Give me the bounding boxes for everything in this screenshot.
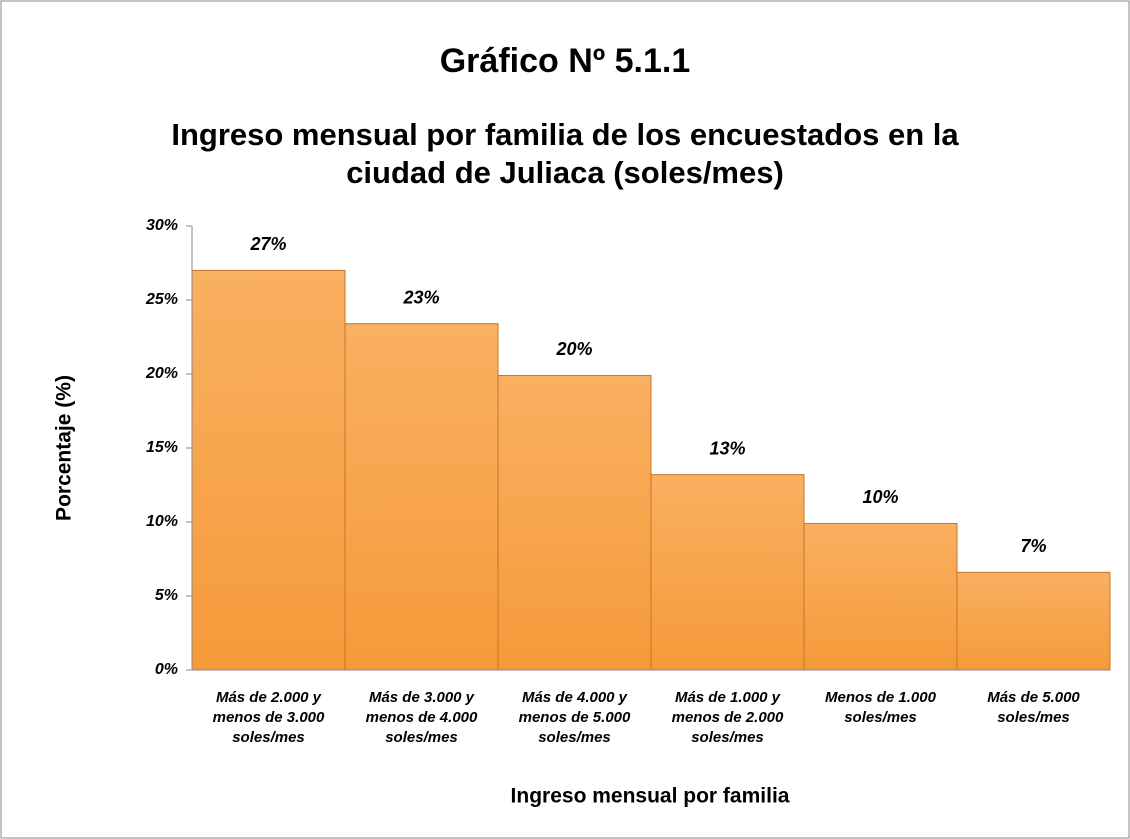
chart-title: Gráfico Nº 5.1.1 <box>439 42 691 80</box>
x-tick-label: Más de 3.000 y menos de 4.000 soles/mes <box>365 689 478 746</box>
y-tick-label: 25% <box>145 291 178 308</box>
value-label: 13% <box>709 438 745 458</box>
y-tick-label: 30% <box>146 217 178 234</box>
value-label: 27% <box>249 234 286 254</box>
x-axis-label: Ingreso mensual por familia <box>511 785 790 808</box>
value-label: 7% <box>1020 536 1046 556</box>
value-label: 23% <box>402 287 439 307</box>
y-tick-label: 0% <box>155 661 178 678</box>
x-tick-label: Menos de 1.000 soles/mes <box>825 689 936 726</box>
y-axis-label: Porcentaje (%) <box>53 375 76 521</box>
x-tick-label: Más de 5.000 soles/mes <box>987 689 1080 726</box>
y-tick-label: 10% <box>146 513 178 530</box>
x-tick-label: Más de 1.000 y menos de 2.000 soles/mes <box>671 689 784 746</box>
chart-subtitle: Ingreso mensual por familia de los encue… <box>171 117 959 190</box>
y-tick-label: 15% <box>146 439 178 456</box>
y-tick-label: 20% <box>145 365 178 382</box>
bar <box>497 374 652 671</box>
bar <box>650 474 805 671</box>
x-tick-label: Más de 4.000 y menos de 5.000 soles/mes <box>518 689 631 746</box>
y-tick-label: 5% <box>155 587 178 604</box>
value-label: 10% <box>862 487 898 507</box>
value-label: 20% <box>555 339 592 359</box>
x-tick-label: Más de 2.000 y menos de 3.000 soles/mes <box>212 689 325 746</box>
bar <box>344 323 499 671</box>
bar <box>803 522 958 671</box>
bar <box>191 269 346 671</box>
bar <box>956 571 1111 671</box>
